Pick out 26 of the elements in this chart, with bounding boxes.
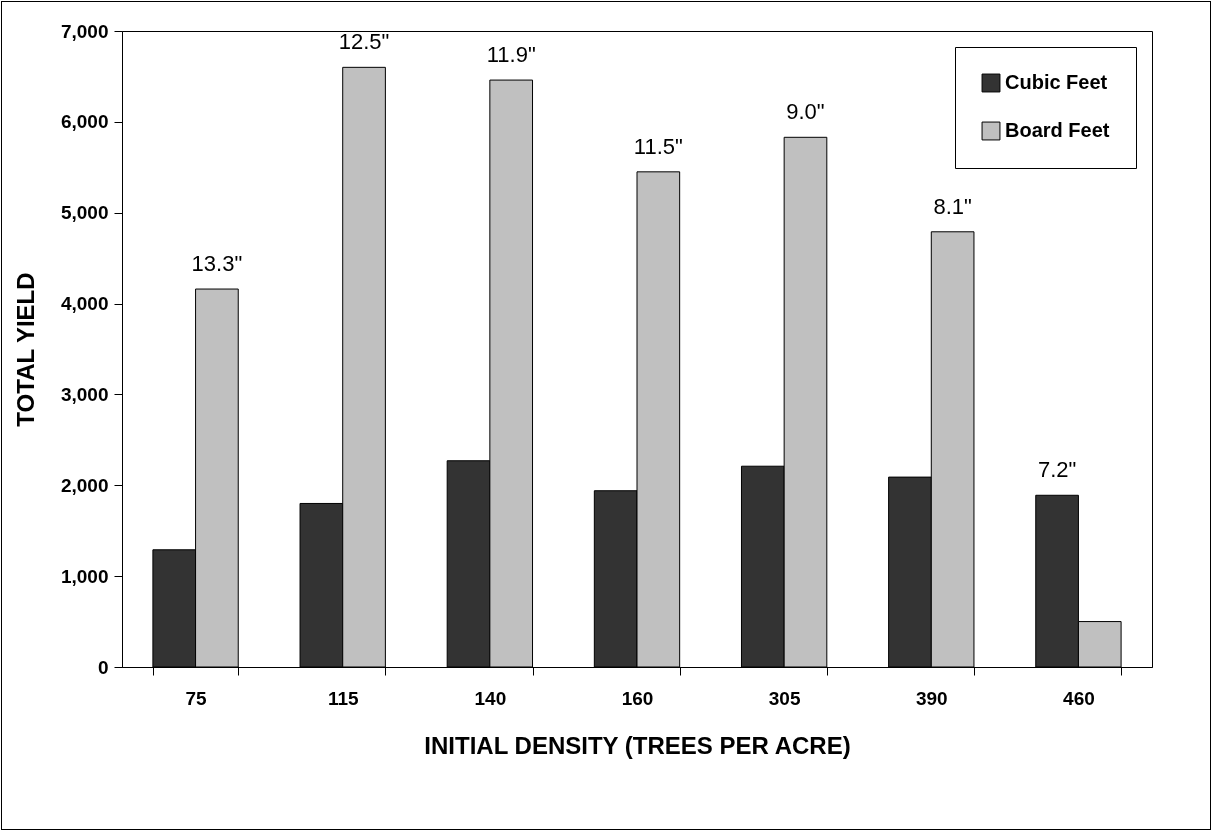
y-tick-label: 3,000 [60,383,109,405]
y-tick-label: 0 [97,656,109,678]
legend-label: Cubic Feet [1005,71,1108,93]
x-tick-label: 305 [768,687,801,709]
annotation: 9.0" [786,99,825,125]
x-tick-label: 160 [621,687,654,709]
annotation: 11.9" [486,42,536,68]
annotation: 8.1" [933,193,972,219]
x-tick-label: 115 [327,687,359,709]
y-tick-label: 2,000 [60,474,109,496]
x-axis-title: INITIAL DENSITY (TREES PER ACRE) [424,731,851,759]
annotation: 11.5" [633,133,683,159]
y-tick-label: 6,000 [60,111,109,133]
x-tick-label: 390 [915,687,948,709]
annotation: 12.5" [338,29,390,55]
y-axis-title: TOTAL YIELD [11,272,39,427]
y-tick-label: 5,000 [60,202,109,224]
annotation: 7.2" [1037,457,1077,483]
x-tick-label: 140 [474,687,507,709]
legend-label: Board Feet [1005,119,1110,141]
x-tick-label: 460 [1063,687,1095,709]
y-tick-label: 7,000 [60,20,109,42]
x-tick-label: 75 [185,687,208,709]
y-tick-label: 1,000 [60,565,109,587]
y-tick-label: 4,000 [60,293,109,315]
annotation: 13.3" [191,251,243,277]
